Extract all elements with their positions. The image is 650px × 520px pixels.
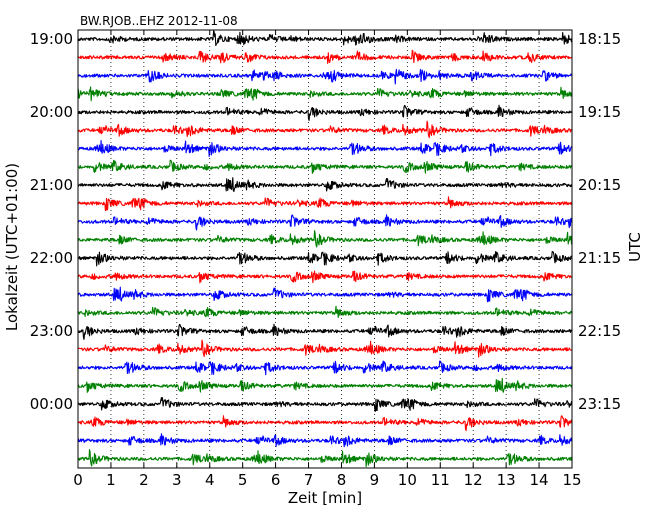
x-tick-label: 14 <box>530 471 549 489</box>
x-tick-label: 0 <box>73 471 83 489</box>
trace-13 <box>77 250 573 267</box>
right-time-label: 22:15 <box>578 322 621 340</box>
trace-21 <box>77 397 573 412</box>
seismogram-traces <box>77 30 573 468</box>
x-ticks: 0 1 2 3 4 5 6 7 8 9 10 11 12 13 14 15 <box>73 30 582 489</box>
x-tick-label: 2 <box>139 471 149 489</box>
plot-frame <box>77 29 573 469</box>
trace-6 <box>77 120 573 139</box>
left-time-label: 23:00 <box>30 322 73 340</box>
trace-17 <box>77 323 573 340</box>
x-tick-label: 3 <box>172 471 182 489</box>
right-time-label: 18:15 <box>578 30 621 48</box>
chart-title: BW.RJOB..EHZ 2012-11-08 <box>80 14 238 28</box>
x-tick-label: 8 <box>337 471 347 489</box>
left-time-label: 00:00 <box>30 395 73 413</box>
y-axis-label-left: Lokalzeit (UTC+01:00) <box>3 163 21 331</box>
x-tick-label: 11 <box>431 471 450 489</box>
x-tick-label: 1 <box>106 471 116 489</box>
y-axis-label-right: UTC <box>626 232 644 262</box>
x-tick-label: 15 <box>562 471 581 489</box>
left-time-label: 19:00 <box>30 30 73 48</box>
trace-4 <box>77 86 573 102</box>
x-tick-label: 6 <box>271 471 281 489</box>
trace-20 <box>77 377 573 393</box>
trace-5 <box>77 104 573 121</box>
x-tick-label: 9 <box>370 471 380 489</box>
x-tick-label: 5 <box>238 471 248 489</box>
x-tick-label: 12 <box>464 471 483 489</box>
trace-3 <box>77 68 573 85</box>
right-time-label: 23:15 <box>578 395 621 413</box>
right-time-label: 21:15 <box>578 249 621 267</box>
trace-9 <box>77 177 573 193</box>
trace-22 <box>77 415 573 432</box>
trace-10 <box>77 196 573 211</box>
trace-11 <box>77 214 573 231</box>
trace-1 <box>77 30 573 47</box>
trace-16 <box>77 305 573 319</box>
trace-7 <box>77 140 573 157</box>
trace-23 <box>77 433 573 448</box>
right-time-label: 19:15 <box>578 103 621 121</box>
x-tick-label: 4 <box>205 471 215 489</box>
right-time-labels: 18:15 19:15 20:15 21:15 22:15 23:15 <box>567 30 621 413</box>
x-axis-label: Zeit [min] <box>288 489 362 507</box>
trace-12 <box>77 230 573 248</box>
x-tick-label: 13 <box>497 471 516 489</box>
trace-2 <box>77 49 573 64</box>
trace-15 <box>77 286 573 303</box>
left-time-label: 20:00 <box>30 103 73 121</box>
trace-8 <box>77 159 573 174</box>
left-time-label: 21:00 <box>30 176 73 194</box>
right-time-label: 20:15 <box>578 176 621 194</box>
trace-18 <box>77 339 573 358</box>
left-time-label: 22:00 <box>30 249 73 267</box>
trace-14 <box>77 270 573 284</box>
trace-24 <box>77 449 573 468</box>
x-tick-label: 7 <box>304 471 314 489</box>
x-tick-label: 10 <box>398 471 417 489</box>
left-time-labels: 19:00 20:00 21:00 22:00 23:00 00:00 <box>30 30 83 413</box>
trace-19 <box>77 360 573 376</box>
